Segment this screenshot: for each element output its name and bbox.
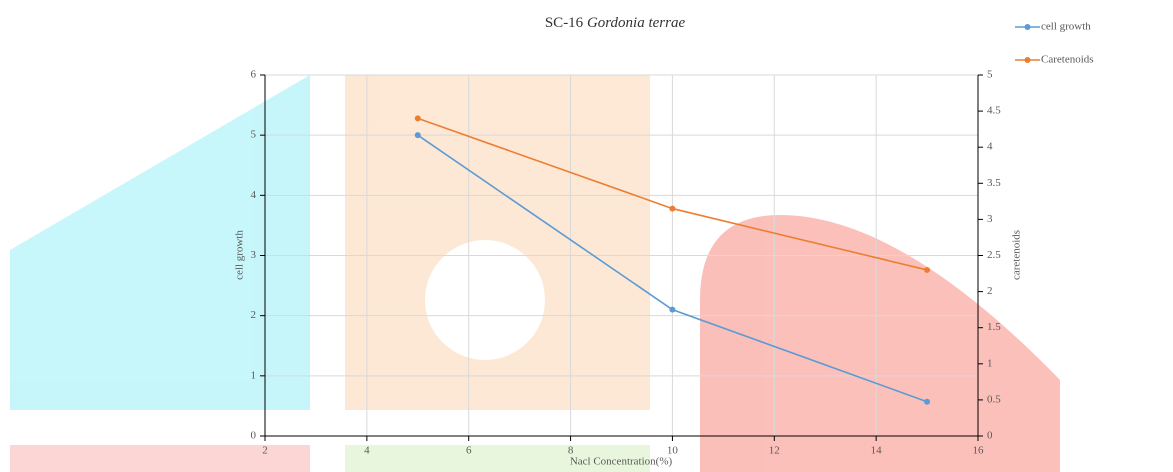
chart-title: SC-16 Gordonia terrae (545, 15, 686, 31)
x-tick-label: 6 (466, 445, 472, 457)
title-part: Gordonia terrae (587, 15, 686, 31)
y2-axis-label: caretenoids (1011, 230, 1023, 280)
y2-tick-label: 4.5 (987, 105, 1001, 117)
y2-tick-label: 2 (987, 285, 993, 297)
y2-tick-label: 1 (987, 357, 993, 369)
watermark-shape (345, 445, 650, 472)
y-tick-label: 1 (251, 369, 257, 381)
y2-tick-label: 5 (987, 69, 993, 81)
y2-tick-label: 3.5 (987, 177, 1001, 189)
y-tick-label: 0 (251, 430, 257, 442)
watermark (10, 75, 1060, 472)
x-tick-label: 8 (568, 445, 574, 457)
legend-marker (1024, 57, 1031, 63)
title-part: SC-16 (545, 15, 584, 31)
x-tick-label: 4 (364, 445, 370, 457)
y2-tick-label: 3 (987, 213, 993, 225)
watermark-shape (10, 445, 310, 472)
watermark-shape (425, 240, 545, 360)
y-tick-label: 2 (251, 309, 257, 321)
x-tick-label: 14 (871, 445, 883, 457)
y-tick-label: 4 (251, 189, 257, 201)
legend-marker (1024, 24, 1031, 30)
y2-tick-label: 4 (987, 141, 993, 153)
watermark-shape (700, 215, 1060, 472)
x-axis-label: Nacl Concentration(%) (570, 456, 673, 468)
y2-tick-label: 1.5 (987, 321, 1001, 333)
legend-label: cell growth (1041, 21, 1091, 33)
data-point (924, 398, 931, 405)
y-tick-label: 3 (251, 249, 257, 261)
data-point (924, 266, 931, 273)
watermark-shape (345, 75, 650, 410)
data-point (669, 205, 676, 212)
x-tick-label: 12 (769, 445, 780, 457)
x-tick-label: 10 (667, 445, 679, 457)
y-tick-label: 5 (251, 129, 257, 141)
y-axis-label: cell growth (234, 230, 246, 280)
data-point (414, 132, 421, 139)
data-point (414, 115, 421, 122)
x-tick-label: 16 (973, 445, 985, 457)
data-point (669, 306, 676, 313)
y2-tick-label: 0.5 (987, 393, 1001, 405)
y-tick-label: 6 (251, 69, 257, 81)
legend-label: Caretenoids (1041, 54, 1094, 66)
x-tick-label: 2 (262, 445, 268, 457)
y2-tick-label: 0 (987, 430, 993, 442)
y2-tick-label: 2.5 (987, 249, 1001, 261)
watermark-shape (10, 75, 310, 410)
